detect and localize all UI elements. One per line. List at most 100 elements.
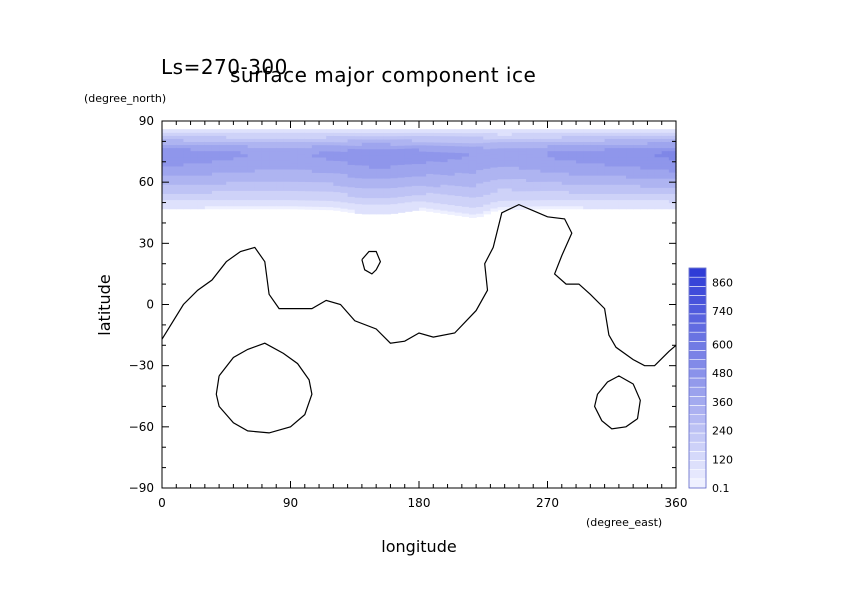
ice-cell — [576, 168, 584, 173]
ice-cell — [611, 141, 620, 146]
ice-cell — [461, 159, 470, 164]
ice-cell — [390, 203, 399, 208]
ice-cell — [383, 171, 392, 176]
ice-cell — [540, 196, 549, 201]
ice-cell — [261, 205, 270, 210]
ice-cell — [533, 196, 541, 201]
ice-cell — [419, 207, 427, 211]
ice-cell — [626, 159, 634, 164]
ice-cell — [633, 165, 641, 170]
ice-cell — [383, 168, 392, 173]
ice-cell — [383, 135, 392, 140]
ice-cell — [604, 141, 613, 146]
ice-cell — [169, 190, 177, 194]
ice-cell — [497, 157, 506, 161]
ice-cell — [397, 145, 406, 149]
ice-cell — [597, 165, 606, 170]
ice-cell — [518, 153, 527, 158]
colorbar-label: 240 — [712, 425, 733, 438]
ice-cell — [219, 132, 227, 136]
ice-cell — [340, 132, 349, 137]
ice-cell — [547, 141, 556, 146]
ice-cell — [490, 173, 499, 178]
ice-cell — [476, 196, 484, 201]
ice-cell — [626, 199, 634, 204]
ice-cell — [361, 148, 370, 153]
ice-cell — [461, 162, 470, 167]
ice-cell — [319, 144, 327, 149]
ice-cell — [504, 153, 513, 158]
ice-cell — [540, 156, 549, 161]
ice-cell — [568, 129, 577, 133]
ice-cell — [190, 199, 199, 204]
ice-cell — [204, 205, 213, 210]
ice-cell — [611, 135, 620, 139]
ice-cell — [319, 141, 327, 146]
ice-cell — [433, 145, 442, 149]
ice-cell — [390, 164, 399, 169]
ice-cell — [340, 129, 349, 133]
ice-cell — [283, 141, 292, 146]
ice-cell — [526, 172, 534, 176]
ice-cell — [419, 160, 427, 165]
ice-cell — [440, 135, 449, 140]
ice-cell — [211, 168, 220, 173]
ice-cell — [204, 178, 213, 182]
colorbar-swatch — [688, 295, 707, 305]
ice-cell — [411, 172, 420, 177]
ice-cell — [426, 170, 434, 174]
ice-cell — [354, 142, 363, 146]
ice-cell — [626, 171, 634, 176]
ice-cell — [176, 153, 185, 158]
ice-cell — [461, 169, 470, 174]
ice-cell — [597, 159, 606, 164]
ice-cell — [197, 175, 206, 179]
ice-cell — [261, 199, 270, 204]
ice-cell — [518, 184, 527, 189]
ice-cell — [361, 197, 370, 202]
ice-cell — [219, 150, 227, 155]
ice-cell — [597, 144, 606, 149]
ice-cell — [233, 165, 242, 170]
ice-cell — [511, 184, 520, 189]
ice-cell — [454, 198, 463, 203]
ice-cell — [169, 171, 177, 176]
ice-cell — [597, 147, 606, 152]
ice-cell — [461, 202, 470, 207]
ice-cell — [247, 168, 256, 173]
ice-cell — [319, 197, 327, 201]
ice-cell — [190, 141, 199, 146]
ice-cell — [319, 172, 327, 177]
ice-cell — [533, 129, 541, 133]
ice-cell — [483, 181, 491, 186]
ice-cell — [640, 162, 649, 167]
ice-cell — [561, 168, 570, 173]
ice-cell — [233, 153, 242, 158]
ice-cell — [661, 199, 670, 204]
ice-cell — [604, 171, 613, 176]
ice-cell — [547, 199, 556, 204]
ice-cell — [162, 138, 170, 142]
ice-cell — [197, 187, 206, 191]
ice-cell — [361, 190, 370, 195]
ice-cell — [369, 138, 377, 143]
ice-cell — [583, 132, 591, 136]
ice-cell — [369, 194, 377, 199]
ice-cell — [511, 156, 520, 161]
ice-cell — [361, 174, 370, 179]
ice-cell — [411, 135, 420, 140]
ice-cell — [283, 159, 292, 164]
ice-cell — [576, 193, 584, 198]
ice-cell — [183, 175, 192, 179]
ice-cell — [204, 168, 213, 173]
colorbar-swatch — [688, 313, 707, 324]
ice-cell — [583, 193, 591, 198]
ice-cell — [183, 181, 192, 185]
ice-cell — [226, 187, 234, 191]
ice-cell — [397, 196, 406, 201]
ice-cell — [390, 206, 399, 211]
ice-cell — [561, 193, 570, 198]
ice-cell — [404, 201, 413, 206]
ice-cell — [447, 197, 456, 202]
ice-cell — [433, 154, 442, 159]
